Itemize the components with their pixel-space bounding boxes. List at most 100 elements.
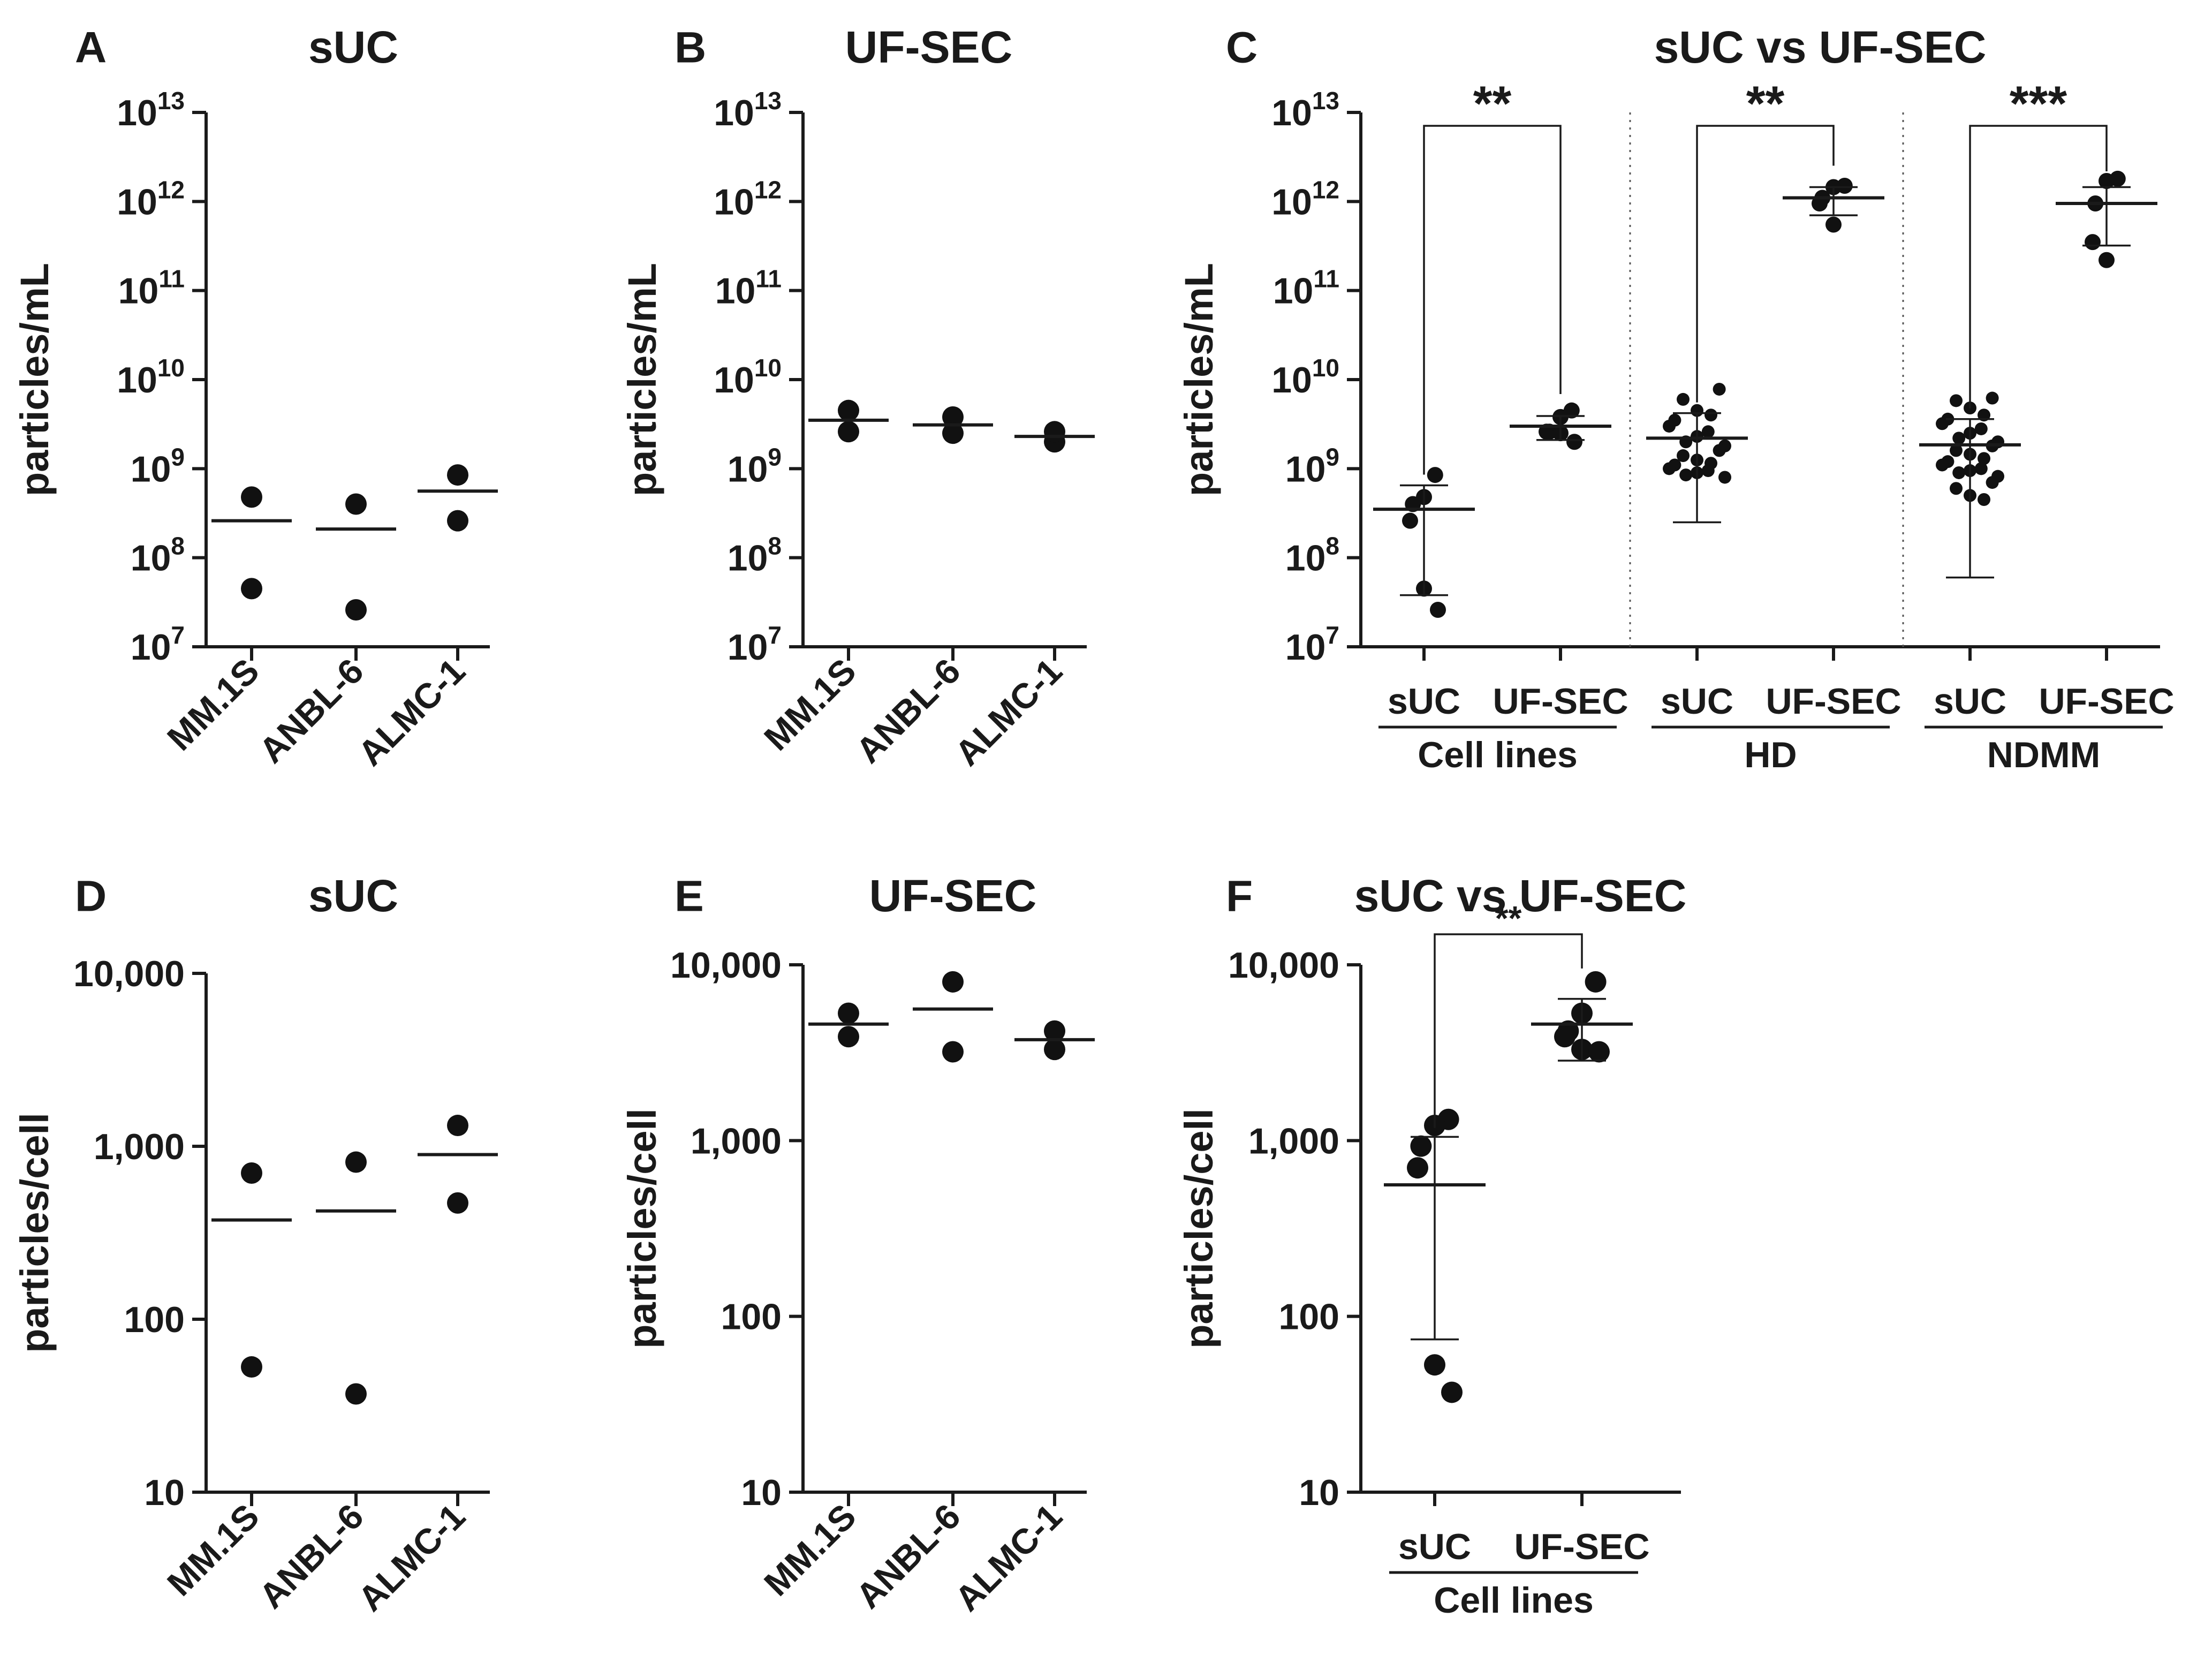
- data-point: [1950, 394, 1963, 407]
- y-tick-label: 10: [144, 1472, 185, 1513]
- group-label: Cell lines: [1418, 735, 1578, 775]
- data-point: [1825, 216, 1842, 233]
- y-tick-label: 100: [124, 1299, 185, 1340]
- data-point: [345, 1383, 367, 1405]
- data-point: [838, 1026, 859, 1048]
- data-point: [838, 421, 859, 443]
- tick-base: 10: [728, 449, 768, 489]
- data-point: [1585, 971, 1607, 993]
- tick-exponent: 9: [171, 443, 185, 471]
- tick-base: 10: [1271, 360, 1312, 400]
- data-point: [1978, 493, 1990, 506]
- y-tick-label: 10: [1299, 1472, 1339, 1513]
- data-point: [1713, 382, 1726, 396]
- y-tick-label: 100: [721, 1297, 782, 1337]
- y-tick-label: 1011: [118, 265, 185, 312]
- data-point: [1677, 449, 1690, 463]
- x-tick-label: sUC: [1388, 681, 1460, 722]
- y-tick-label: 10,000: [670, 945, 782, 986]
- panel-label: D: [75, 872, 107, 921]
- data-point: [241, 486, 262, 508]
- tick-exponent: 12: [1312, 176, 1339, 203]
- tick-exponent: 10: [157, 354, 185, 382]
- x-tick-label: sUC: [1934, 681, 2006, 722]
- tick-exponent: 8: [171, 532, 185, 560]
- y-tick-label: 100: [1279, 1297, 1339, 1337]
- tick-exponent: 7: [171, 621, 185, 649]
- x-tick-label: UF-SEC: [1493, 681, 1628, 722]
- data-point: [2099, 252, 2115, 268]
- tick-base: 10: [714, 93, 754, 133]
- data-point: [1430, 601, 1446, 618]
- y-tick-label: 109: [1285, 443, 1339, 489]
- y-tick-label: 1,000: [691, 1121, 782, 1161]
- data-point: [1677, 392, 1690, 406]
- group-label: HD: [1744, 735, 1797, 775]
- y-tick-label: 1010: [117, 354, 185, 400]
- data-point: [1588, 1041, 1610, 1063]
- y-tick-label: 1013: [117, 87, 185, 133]
- x-tick-label: ANBL-6: [848, 1496, 967, 1616]
- chart-title: sUC: [308, 871, 398, 921]
- tick-base: 10: [714, 360, 754, 400]
- panel-label: F: [1226, 872, 1253, 921]
- data-point: [838, 399, 859, 421]
- y-axis-label: particles/cell: [12, 1113, 57, 1352]
- tick-base: 10: [714, 182, 754, 222]
- y-tick-label: 109: [728, 443, 782, 489]
- data-point: [1044, 421, 1065, 443]
- x-tick-label: UF-SEC: [1514, 1526, 1649, 1567]
- data-point: [447, 510, 468, 532]
- x-tick-label: MM.1S: [756, 651, 863, 758]
- y-tick-label: 10,000: [1228, 945, 1339, 986]
- data-point: [942, 406, 964, 428]
- y-tick-label: 107: [1285, 621, 1339, 668]
- data-point: [1701, 464, 1715, 478]
- significance-label: **: [1746, 77, 1785, 131]
- chart-title: sUC vs UF-SEC: [1354, 871, 1687, 921]
- tick-base: 10: [728, 627, 768, 668]
- data-point: [1718, 471, 1731, 484]
- x-tick-label: sUC: [1661, 681, 1733, 722]
- y-tick-label: 1011: [1273, 265, 1339, 312]
- data-point: [1986, 391, 1999, 405]
- tick-exponent: 10: [754, 354, 782, 382]
- data-point: [447, 464, 468, 486]
- data-point: [345, 493, 367, 515]
- data-point: [345, 1151, 367, 1173]
- data-point: [447, 1115, 468, 1137]
- y-tick-label: 109: [131, 443, 185, 489]
- chart-title: sUC vs UF-SEC: [1654, 22, 1987, 72]
- tick-exponent: 7: [768, 621, 782, 649]
- data-point: [1407, 1157, 1428, 1179]
- panel-E: E UF-SECparticles/cell101001,00010,000MM.…: [620, 871, 1095, 1619]
- x-tick-label: ALMC-1: [350, 651, 473, 774]
- data-point: [1812, 195, 1828, 212]
- tick-exponent: 12: [157, 176, 185, 203]
- tick-exponent: 10: [1312, 354, 1339, 382]
- tick-base: 10: [131, 538, 171, 579]
- data-point: [1950, 482, 1963, 495]
- tick-exponent: 11: [158, 265, 185, 293]
- panel-label: B: [675, 24, 706, 72]
- data-point: [1679, 468, 1693, 482]
- tick-exponent: 11: [755, 265, 782, 293]
- y-tick-label: 1010: [714, 354, 782, 400]
- tick-base: 10: [131, 449, 171, 489]
- data-point: [345, 599, 367, 621]
- data-point: [1566, 434, 1582, 450]
- data-point: [1402, 512, 1418, 529]
- data-point: [942, 971, 964, 993]
- y-tick-label: 1010: [1271, 354, 1339, 400]
- tick-exponent: 8: [1325, 532, 1339, 560]
- significance-label: **: [1495, 899, 1522, 937]
- tick-base: 10: [117, 360, 157, 400]
- tick-base: 10: [728, 538, 768, 579]
- x-tick-label: ALMC-1: [947, 651, 1070, 774]
- tick-base: 10: [118, 271, 159, 312]
- tick-base: 10: [1271, 182, 1312, 222]
- significance-bracket: [1969, 125, 2108, 409]
- tick-base: 10: [1285, 449, 1326, 489]
